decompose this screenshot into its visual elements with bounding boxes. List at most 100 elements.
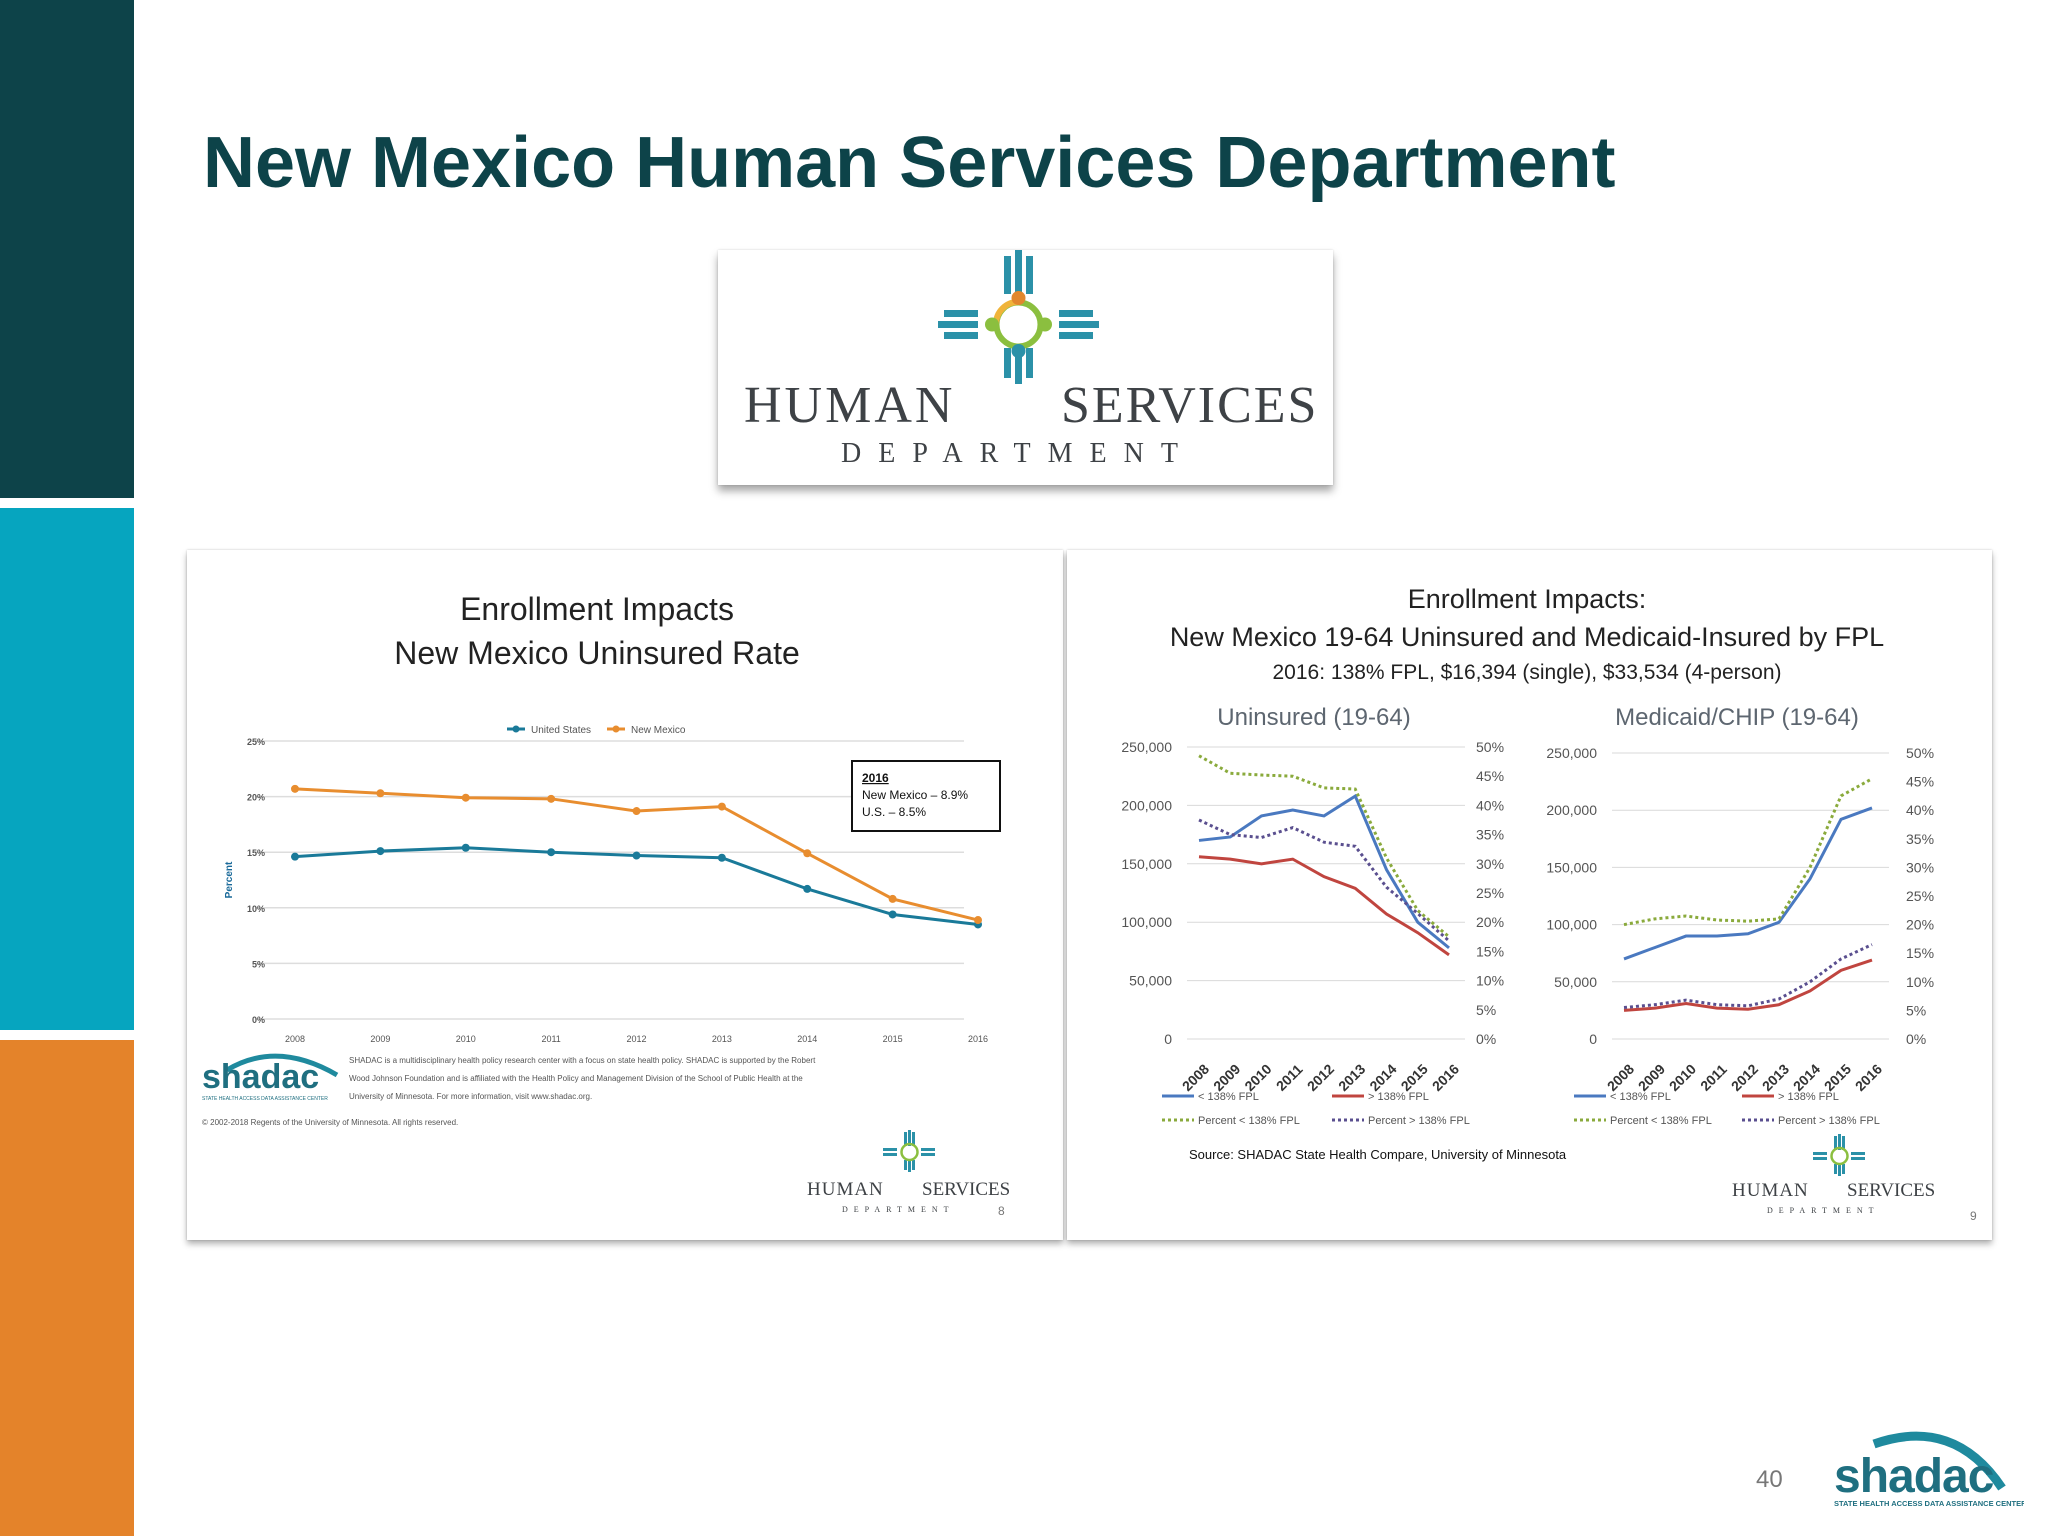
data-point xyxy=(547,794,556,803)
y2-tick-label: 40% xyxy=(1476,797,1504,813)
left-title-line2: New Mexico Uninsured Rate xyxy=(394,635,800,671)
data-point xyxy=(461,793,470,802)
y2-tick-label: 5% xyxy=(1476,1002,1496,1018)
data-point xyxy=(461,843,470,852)
hsd-small-services: SERVICES xyxy=(922,1179,1010,1200)
x-tick-label: 2013 xyxy=(1335,1061,1368,1094)
shadac-small-tagline: STATE HEALTH ACCESS DATA ASSISTANCE CENT… xyxy=(202,1096,328,1102)
y-tick-label: 50,000 xyxy=(1129,973,1172,989)
x-tick-label: 2014 xyxy=(1790,1061,1823,1094)
y-tick-label: 20% xyxy=(247,793,265,803)
x-tick-label: 2016 xyxy=(1852,1061,1885,1094)
x-tick-label: 2011 xyxy=(1273,1061,1306,1094)
medicaid-by-fpl-chart: Medicaid/CHIP (19-64) 0 50,000 100,000 150,0… xyxy=(1546,704,1934,1127)
data-point xyxy=(291,784,299,793)
data-point xyxy=(717,853,726,862)
y2-tick-label: 45% xyxy=(1476,768,1504,784)
y2-tick-label: 10% xyxy=(1906,974,1934,990)
data-point xyxy=(888,910,897,919)
legend-label: < 138% FPL xyxy=(1198,1091,1259,1103)
shadac-name: shadac xyxy=(1834,1450,1994,1503)
subchart-title: Medicaid/CHIP (19-64) xyxy=(1615,704,1859,731)
left-page-number: 8 xyxy=(998,1204,1005,1218)
data-point xyxy=(632,851,641,860)
y2-tick-label: 20% xyxy=(1906,917,1934,933)
x-tick-label: 2014 xyxy=(1366,1061,1399,1094)
x-tick-label: 2013 xyxy=(1759,1061,1792,1094)
data-point xyxy=(803,849,812,858)
subchart-title: Uninsured (19-64) xyxy=(1217,704,1410,731)
y2-tick-label: 35% xyxy=(1906,831,1934,847)
y2-tick-label: 0% xyxy=(1906,1031,1926,1047)
y-tick-label: 100,000 xyxy=(1121,914,1172,930)
shadac-small-name: shadac xyxy=(202,1058,319,1096)
legend-label: Percent < 138% FPL xyxy=(1610,1115,1712,1127)
shadac-swoosh xyxy=(1872,1431,2006,1491)
data-point xyxy=(803,884,812,893)
series-line xyxy=(1623,777,1873,927)
x-tick-label: 2015 xyxy=(1398,1061,1431,1094)
y-tick-label: 200,000 xyxy=(1121,797,1172,813)
x-tick-label: 2008 xyxy=(285,1034,305,1044)
y-tick-label: 250,000 xyxy=(1121,739,1172,755)
y-tick-label: 0 xyxy=(1589,1031,1597,1047)
legend-label: United States xyxy=(531,725,591,736)
x-tick-label: 2009 xyxy=(1635,1061,1668,1094)
data-point xyxy=(547,848,556,857)
series-line xyxy=(1623,943,1873,1010)
y-tick-label: 100,000 xyxy=(1546,917,1597,933)
right-title-line3: 2016: 138% FPL, $16,394 (single), $33,53… xyxy=(1273,661,1782,684)
y2-tick-label: 50% xyxy=(1906,745,1934,761)
y2-tick-label: 20% xyxy=(1476,914,1504,930)
right-slide: Enrollment Impacts: New Mexico 19-64 Uni… xyxy=(1121,584,1977,1223)
legend-label: > 138% FPL xyxy=(1368,1091,1429,1103)
x-tick-label: 2014 xyxy=(797,1034,817,1044)
legend-marker xyxy=(512,725,520,733)
hsd-logo-services: SERVICES xyxy=(1061,377,1318,434)
legend-label: Percent > 138% FPL xyxy=(1368,1115,1470,1127)
x-tick-label: 2010 xyxy=(456,1034,476,1044)
y-tick-label: 150,000 xyxy=(1121,856,1172,872)
y2-tick-label: 25% xyxy=(1476,885,1504,901)
x-tick-label: 2011 xyxy=(1697,1061,1730,1094)
series-line xyxy=(1198,818,1450,943)
y-tick-label: 200,000 xyxy=(1546,802,1597,818)
left-title-line1: Enrollment Impacts xyxy=(460,591,734,627)
x-tick-label: 2016 xyxy=(1429,1061,1462,1094)
y2-tick-label: 30% xyxy=(1906,859,1934,875)
y2-tick-label: 25% xyxy=(1906,888,1934,904)
x-tick-label: 2013 xyxy=(712,1034,732,1044)
y-tick-label: 25% xyxy=(247,737,265,747)
y-tick-label: 5% xyxy=(252,959,265,969)
uninsured-by-fpl-chart: Uninsured (19-64) 0 50,000 100,000 150,000 20… xyxy=(1121,704,1504,1127)
series-line xyxy=(1198,855,1450,957)
y-tick-label: 15% xyxy=(247,848,265,858)
right-slide-panel: Enrollment Impacts: New Mexico 19-64 Uni… xyxy=(1067,550,1992,1240)
legend-marker xyxy=(612,725,620,733)
y2-tick-label: 0% xyxy=(1476,1031,1496,1047)
y-tick-label: 150,000 xyxy=(1546,859,1597,875)
left-slide-panel: Enrollment Impacts New Mexico Uninsured … xyxy=(187,550,1063,1240)
y2-tick-label: 5% xyxy=(1906,1002,1926,1018)
hsd-small-department-right: DEPARTMENT xyxy=(1767,1206,1880,1215)
x-tick-label: 2015 xyxy=(1821,1061,1854,1094)
legend-label: Percent > 138% FPL xyxy=(1778,1115,1880,1127)
shadac-logo: shadac STATE HEALTH ACCESS DATA ASSISTAN… xyxy=(1834,1431,2024,1508)
data-point xyxy=(291,852,299,861)
legend-label: > 138% FPL xyxy=(1778,1091,1839,1103)
data-point xyxy=(632,807,641,816)
x-tick-label: 2012 xyxy=(1728,1061,1761,1094)
x-tick-label: 2015 xyxy=(883,1034,903,1044)
y-tick-label: 50,000 xyxy=(1554,974,1597,990)
source-note: Source: SHADAC State Health Compare, Uni… xyxy=(1189,1147,1567,1162)
y2-tick-label: 40% xyxy=(1906,802,1934,818)
hsd-small-human-right: HUMAN xyxy=(1732,1180,1809,1201)
right-page-number: 9 xyxy=(1970,1209,1977,1223)
x-tick-label: 2009 xyxy=(1210,1061,1243,1094)
hsd-small-human: HUMAN xyxy=(807,1179,884,1200)
data-point xyxy=(376,789,385,798)
legend-label: < 138% FPL xyxy=(1610,1091,1671,1103)
x-tick-label: 2010 xyxy=(1241,1061,1274,1094)
y-axis-label: Percent xyxy=(224,861,235,898)
data-point xyxy=(717,802,726,811)
